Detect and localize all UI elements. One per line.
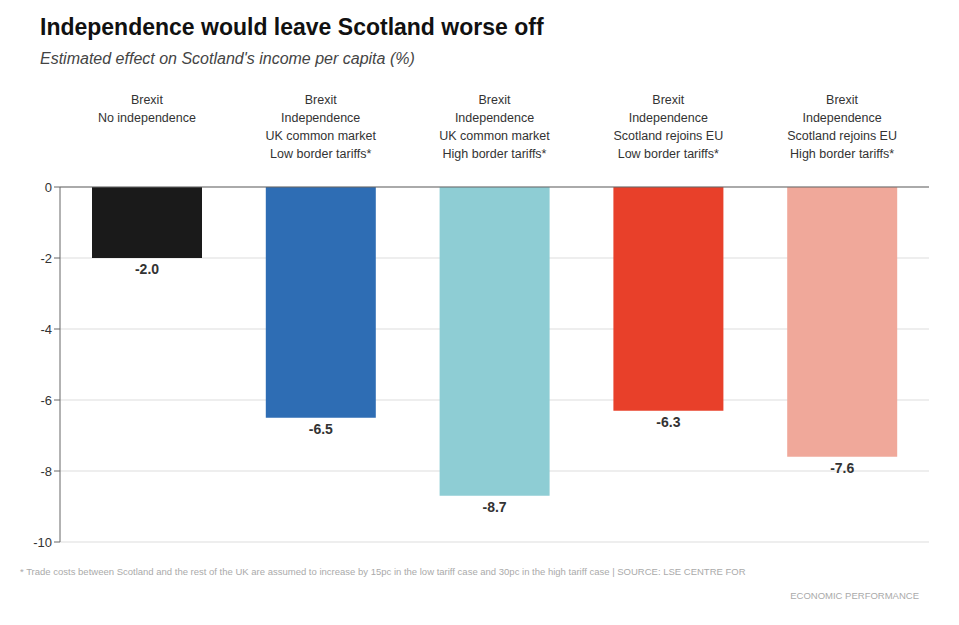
svg-text:Independence: Independence xyxy=(455,111,534,125)
svg-text:No independence: No independence xyxy=(98,111,196,125)
svg-text:Brexit: Brexit xyxy=(131,93,163,107)
svg-text:-8: -8 xyxy=(40,464,52,479)
svg-text:High border tariffs*: High border tariffs* xyxy=(443,147,547,161)
svg-text:0: 0 xyxy=(45,180,52,195)
svg-text:-2.0: -2.0 xyxy=(135,261,159,277)
svg-text:Independence: Independence xyxy=(281,111,360,125)
svg-text:-7.6: -7.6 xyxy=(830,460,854,476)
svg-text:-4: -4 xyxy=(40,322,52,337)
svg-text:UK common market: UK common market xyxy=(439,129,550,143)
svg-text:-2: -2 xyxy=(40,251,52,266)
svg-text:-10: -10 xyxy=(33,535,52,550)
svg-text:Scotland rejoins EU: Scotland rejoins EU xyxy=(613,129,723,143)
html-text:* Trade costs between Scotland: * Trade costs between Scotland and the r… xyxy=(20,566,746,577)
svg-text:Low border tariffs*: Low border tariffs* xyxy=(270,147,371,161)
html-text:ECONOMIC PERFORMANCE: ECONOMIC PERFORMANCE xyxy=(790,590,919,601)
svg-text:Low border tariffs*: Low border tariffs* xyxy=(618,147,719,161)
svg-text:UK common market: UK common market xyxy=(265,129,376,143)
html-text:Independence would leave Scotl: Independence would leave Scotland worse … xyxy=(40,14,544,40)
svg-text:Independence: Independence xyxy=(629,111,708,125)
svg-text:Independence: Independence xyxy=(802,111,881,125)
svg-text:High border tariffs*: High border tariffs* xyxy=(790,147,894,161)
svg-text:-8.7: -8.7 xyxy=(483,499,507,515)
svg-text:Scotland rejoins EU: Scotland rejoins EU xyxy=(787,129,897,143)
svg-text:Brexit: Brexit xyxy=(305,93,337,107)
svg-text:Brexit: Brexit xyxy=(652,93,684,107)
svg-text:-6.5: -6.5 xyxy=(309,421,333,437)
svg-text:Brexit: Brexit xyxy=(826,93,858,107)
html-text:Estimated effect on Scotland's: Estimated effect on Scotland's income pe… xyxy=(40,50,415,67)
svg-text:Brexit: Brexit xyxy=(479,93,511,107)
svg-text:-6.3: -6.3 xyxy=(656,414,680,430)
svg-text:-6: -6 xyxy=(40,393,52,408)
